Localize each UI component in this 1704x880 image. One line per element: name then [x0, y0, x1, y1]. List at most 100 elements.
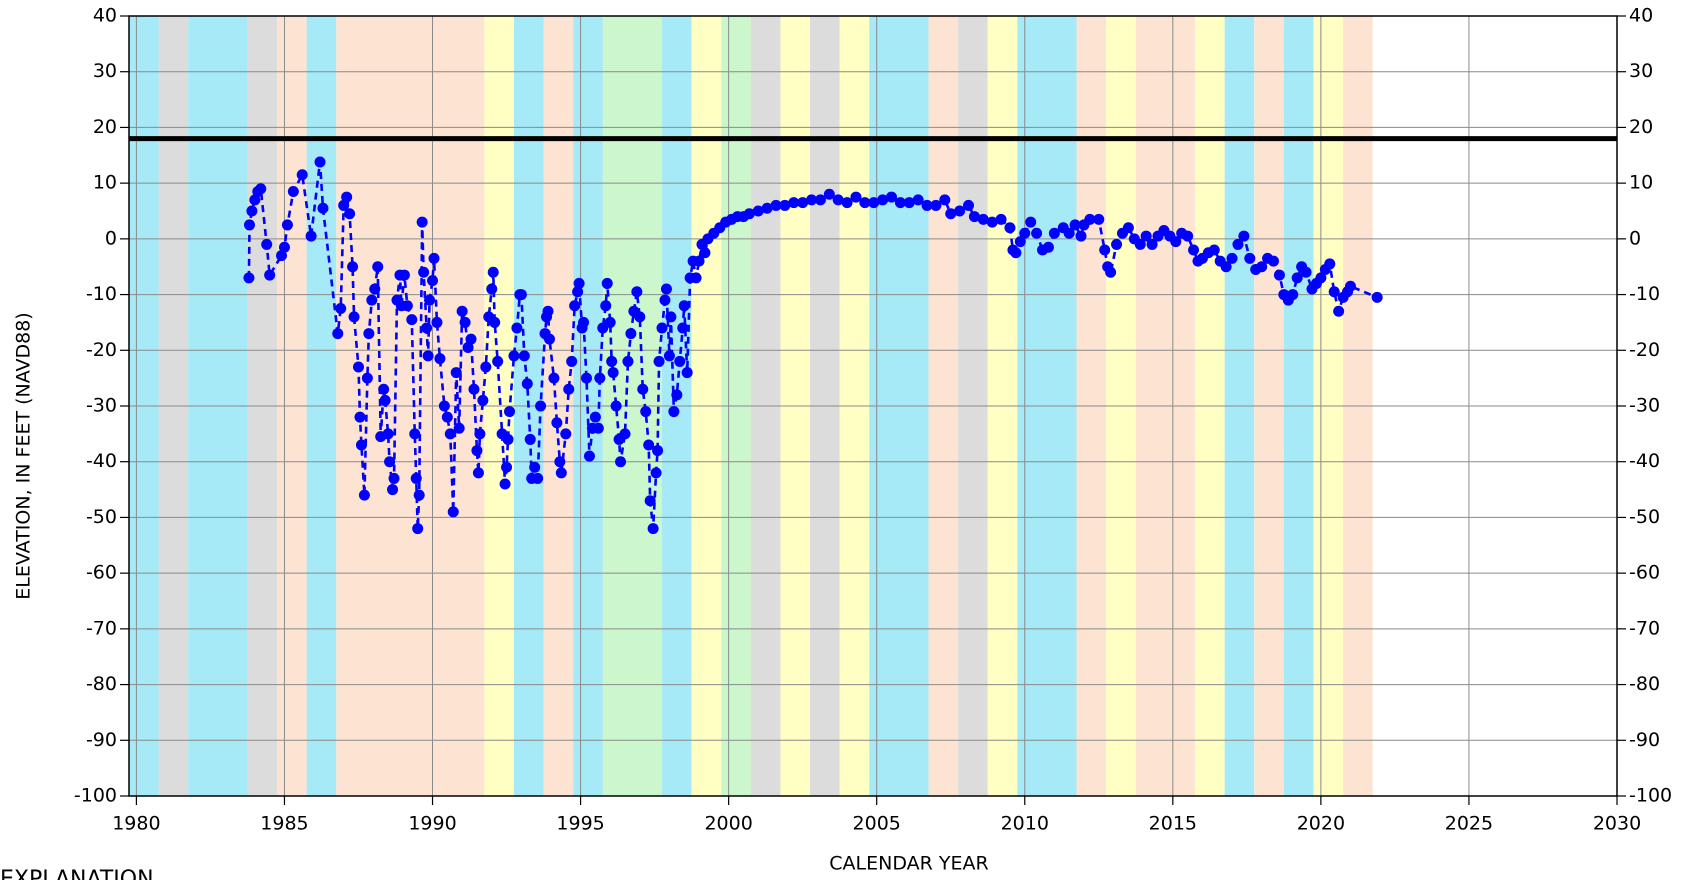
y2-tick-label: -70 — [1629, 617, 1660, 639]
data-point — [1075, 230, 1087, 242]
data-point — [650, 467, 662, 479]
data-point — [1238, 230, 1250, 242]
data-point — [341, 191, 353, 203]
data-point — [1273, 269, 1285, 281]
data-point — [1333, 305, 1345, 317]
data-point — [647, 523, 659, 535]
data-point — [255, 183, 267, 195]
data-point — [296, 169, 308, 181]
axes: -100 -100-90 -90-80 -80-70 -70-60 -60-50 -50-4… — [74, 5, 1672, 835]
data-point — [622, 355, 634, 367]
data-point — [1105, 266, 1117, 278]
data-point — [468, 383, 480, 395]
data-point — [515, 289, 527, 301]
data-point — [912, 194, 924, 206]
data-point — [1226, 252, 1238, 264]
data-point — [1010, 247, 1022, 259]
data-point — [677, 322, 689, 334]
data-point — [398, 269, 410, 281]
data-point — [1084, 213, 1096, 225]
data-point — [521, 378, 533, 390]
data-point — [347, 261, 359, 273]
data-point — [1315, 272, 1327, 284]
data-point — [962, 199, 974, 211]
data-point — [382, 428, 394, 440]
y-tick-label: 0 — [105, 227, 117, 249]
data-point — [518, 350, 530, 362]
data-point — [1140, 230, 1152, 242]
data-point — [416, 216, 428, 228]
data-point — [699, 247, 711, 259]
data-point — [806, 194, 818, 206]
data-point — [472, 467, 484, 479]
data-point — [1287, 289, 1299, 301]
y-tick-label: 30 — [93, 60, 117, 82]
data-point — [378, 383, 390, 395]
data-point — [894, 197, 906, 209]
x-tick-label: 2015 — [1149, 813, 1197, 835]
y-tick-label: -30 — [86, 395, 117, 417]
data-point — [653, 355, 665, 367]
data-point — [548, 372, 560, 384]
y2-tick-label: -90 — [1629, 729, 1660, 751]
x-tick-label: 2000 — [704, 813, 752, 835]
data-point — [344, 208, 356, 220]
data-point — [434, 353, 446, 365]
data-point — [431, 316, 443, 328]
data-point — [459, 316, 471, 328]
y-tick-label: 10 — [93, 172, 117, 194]
data-point — [422, 350, 434, 362]
data-point — [1122, 222, 1134, 234]
x-axis-title: CALENDAR YEAR — [829, 853, 988, 875]
grid — [129, 15, 1618, 797]
data-point — [1232, 238, 1244, 250]
data-point — [456, 305, 468, 317]
data-point — [1048, 227, 1060, 239]
data-point — [354, 411, 366, 423]
data-point — [369, 283, 381, 295]
y-tick-label: -80 — [86, 673, 117, 695]
data-point — [797, 197, 809, 209]
data-point — [462, 342, 474, 353]
data-point — [859, 197, 871, 209]
data-point — [261, 238, 273, 250]
data-point — [939, 194, 951, 206]
data-point — [358, 489, 370, 501]
data-point — [348, 311, 360, 323]
data-point — [877, 194, 889, 206]
data-point — [659, 294, 671, 306]
data-point — [1268, 255, 1280, 267]
data-point — [752, 205, 764, 217]
data-point — [438, 400, 450, 412]
data-point — [606, 355, 618, 367]
data-point — [841, 197, 853, 209]
data-point — [671, 389, 683, 401]
data-point — [578, 316, 590, 328]
data-point — [663, 350, 675, 362]
data-point — [1093, 213, 1105, 225]
data-point — [1134, 238, 1146, 250]
data-point — [1182, 230, 1194, 242]
data-point — [477, 394, 489, 406]
data-point — [332, 328, 344, 340]
data-point — [441, 411, 453, 423]
data-point — [634, 311, 646, 323]
data-point — [428, 252, 440, 264]
data-point — [832, 194, 844, 206]
data-point — [619, 428, 631, 440]
data-point — [335, 303, 347, 314]
data-point — [625, 328, 637, 340]
data-point — [968, 211, 980, 223]
data-point — [529, 461, 541, 473]
data-point — [504, 406, 516, 418]
data-point — [681, 367, 693, 379]
data-point — [499, 478, 511, 490]
data-point — [607, 367, 619, 379]
data-point — [244, 219, 256, 231]
data-point — [850, 191, 862, 203]
data-point — [566, 355, 578, 367]
y2-tick-label: -50 — [1629, 506, 1660, 528]
data-point — [372, 261, 384, 273]
y2-tick-label: 40 — [1629, 5, 1653, 27]
data-point — [945, 208, 957, 220]
